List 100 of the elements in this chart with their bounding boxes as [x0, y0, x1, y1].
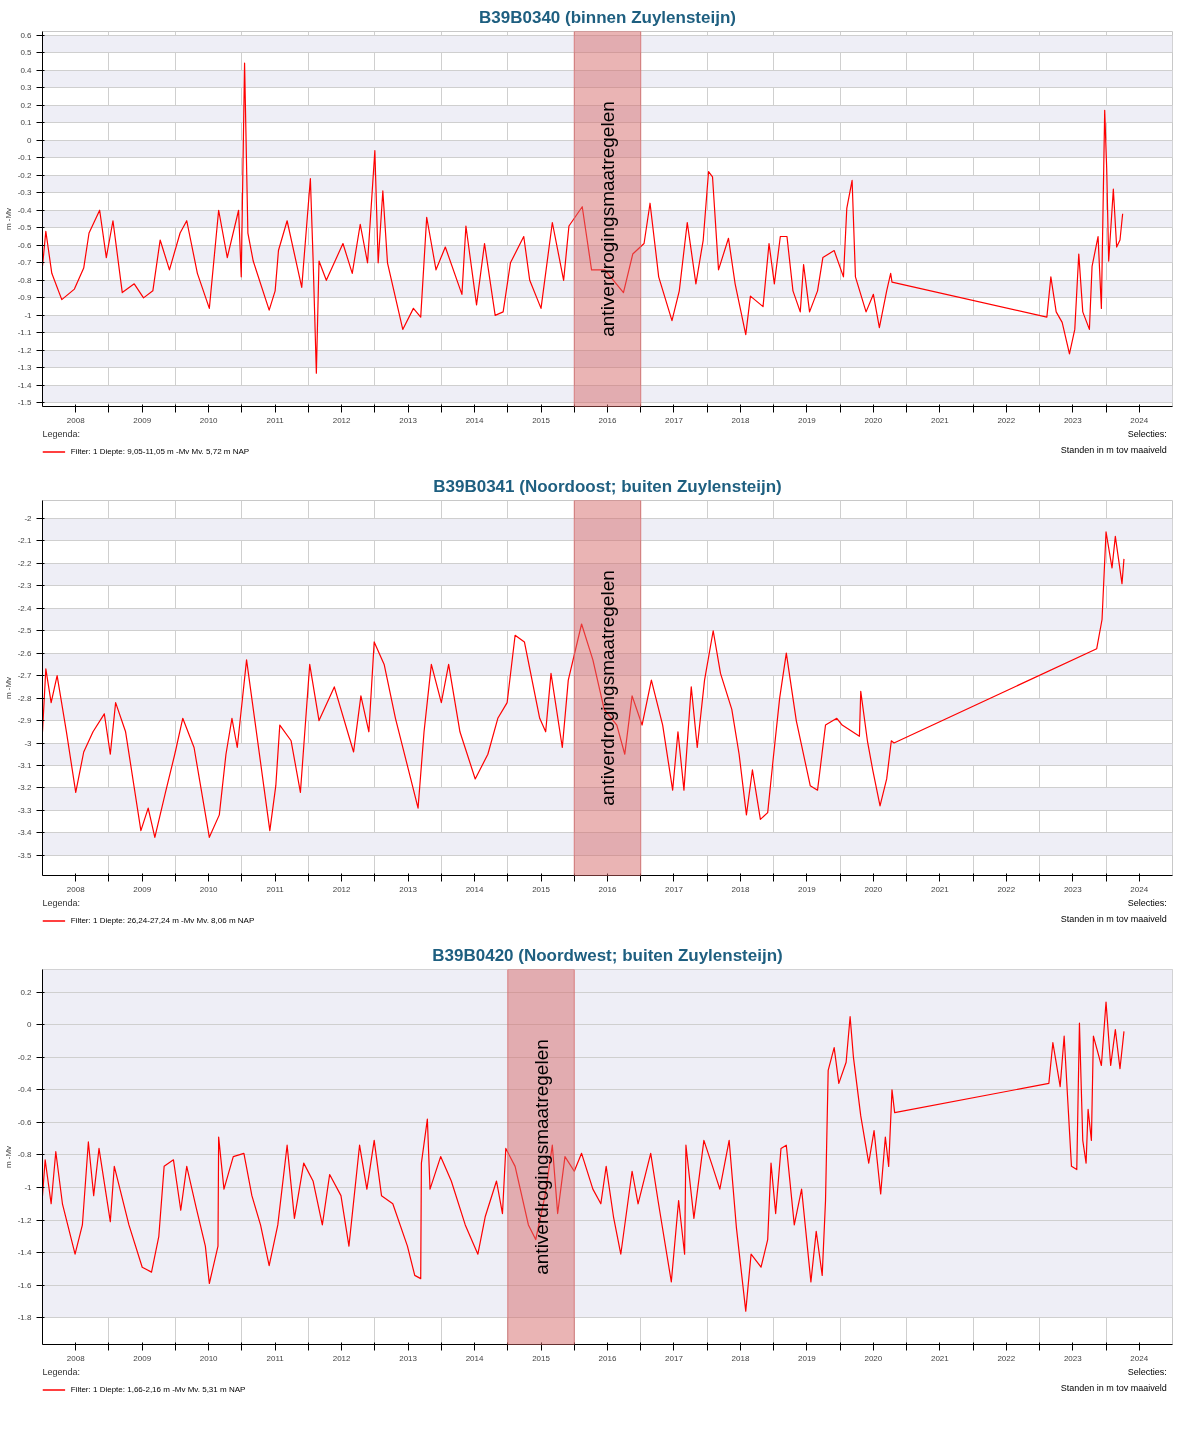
x-tick-label: 2013: [399, 415, 418, 425]
x-tick-label: 2021: [930, 884, 950, 894]
x-tick-label: 2022: [997, 1353, 1016, 1363]
x-tick-label: 2019: [798, 1353, 817, 1363]
x-tick-label: 2016: [598, 415, 617, 425]
y-tick-label: -1.4: [17, 380, 33, 390]
x-tick-label: 2011: [266, 884, 285, 894]
y-tick-label: -1.4: [17, 1248, 33, 1258]
y-tick-label: -0.5: [17, 223, 33, 233]
x-tick-label: 2012: [332, 1353, 352, 1363]
x-tick-label: 2014: [465, 884, 485, 894]
x-tick-label: 2017: [665, 415, 684, 425]
x-tick-label: 2019: [798, 884, 817, 894]
x-tick-label: 2009: [133, 415, 152, 425]
y-tick-label: -1.2: [17, 1215, 33, 1225]
legend-label: Filter: 1 Diepte: 26,24-27,24 m -Mv Mv. 8,06 m NAP: [70, 916, 255, 926]
y-tick-label: 0: [27, 135, 33, 145]
y-tick-label: -2.3: [17, 581, 33, 591]
line-series: [42, 62, 1124, 374]
x-tick-label: 2021: [930, 415, 950, 425]
x-tick-label: 2024: [1130, 1353, 1149, 1363]
legend-title: Legenda:: [42, 898, 81, 909]
y-tick-label: -1.5: [17, 398, 33, 408]
x-tick-label: 2009: [133, 1353, 152, 1363]
chart-title: B39B0341 (Noordoost; buiten Zuylensteijn): [433, 476, 782, 496]
x-tick-label: 2020: [864, 1353, 883, 1363]
y-tick-label: -3.3: [17, 805, 33, 815]
y-tick-label: -2.4: [17, 603, 33, 613]
y-tick-label: -0.1: [17, 153, 33, 163]
y-tick-label: -0.4: [17, 205, 33, 215]
y-tick-label: -3.1: [17, 760, 33, 770]
y-tick-label: -1: [24, 310, 33, 320]
y-tick-label: -2.7: [17, 671, 33, 681]
x-tick-label: 2019: [798, 415, 817, 425]
y-tick-label: 0.1: [20, 118, 33, 128]
text: Selecties:: [1127, 898, 1167, 909]
text: Standen in m tov maaiveld: [1060, 444, 1167, 455]
x-tick-label: 2022: [997, 884, 1016, 894]
x-tick-label: 2024: [1130, 415, 1149, 425]
x-tick-label: 2014: [465, 415, 485, 425]
y-tick-label: -3.4: [17, 828, 33, 838]
y-tick-label: -0.8: [17, 275, 33, 285]
y-tick-label: -0.9: [17, 293, 33, 303]
line-series: [42, 1001, 1125, 1312]
y-tick-label: -2: [24, 513, 33, 523]
chart-title: B39B0420 (Noordwest; buiten Zuylensteijn): [432, 945, 783, 965]
y-tick-label: 0.4: [20, 65, 33, 75]
y-axis-title: m -Mv: [3, 676, 13, 700]
y-tick-label: -0.3: [17, 188, 33, 198]
y-tick-label: -1.3: [17, 363, 33, 373]
text: Standen in m tov maaiveld: [1060, 1382, 1167, 1393]
text: Selecties:: [1127, 1367, 1167, 1378]
y-tick-label: -1: [24, 1183, 33, 1192]
y-tick-label: -0.6: [17, 240, 33, 250]
legend-label: Filter: 1 Diepte: 1,66-2,16 m -Mv Mv. 5,31 m NAP: [70, 1385, 246, 1395]
x-tick-label: 2018: [731, 1353, 750, 1363]
x-tick-label: 2024: [1130, 884, 1149, 894]
y-tick-label: -1.2: [17, 345, 33, 355]
y-tick-label: -2.8: [17, 693, 33, 703]
text: Selecties:: [1127, 429, 1167, 440]
line-series: [42, 531, 1125, 838]
y-tick-label: -0.2: [17, 1052, 33, 1062]
y-tick-label: -3: [24, 738, 33, 748]
y-tick-label: -2.5: [17, 626, 33, 636]
x-tick-label: 2021: [930, 1353, 950, 1363]
x-tick-label: 2016: [598, 884, 617, 894]
x-tick-label: 2011: [266, 415, 285, 425]
x-tick-label: 2011: [266, 1353, 285, 1363]
legend-label: Filter: 1 Diepte: 9,05-11,05 m -Mv Mv. 5,72 m NAP: [70, 447, 250, 457]
y-tick-label: -1.1: [17, 328, 33, 338]
text: Standen in m tov maaiveld: [1060, 913, 1167, 924]
x-tick-label: 2010: [199, 884, 219, 894]
legend-title: Legenda:: [42, 429, 81, 440]
y-tick-label: -1.8: [17, 1313, 33, 1323]
y-axis-title: m -Mv: [3, 1145, 13, 1169]
x-tick-label: 2010: [199, 415, 219, 425]
x-tick-label: 2009: [133, 884, 152, 894]
y-tick-label: 0.5: [20, 48, 33, 58]
x-tick-label: 2010: [199, 1353, 219, 1363]
x-tick-label: 2020: [864, 884, 883, 894]
y-tick-label: -3.2: [17, 783, 33, 793]
x-tick-label: 2015: [532, 1353, 551, 1363]
y-tick-label: -0.7: [17, 258, 33, 268]
y-tick-label: -3.5: [17, 850, 33, 860]
y-tick-label: -0.2: [17, 170, 33, 180]
x-tick-label: 2023: [1063, 1353, 1083, 1363]
y-tick-label: 0.3: [20, 83, 33, 93]
y-tick-label: 0.2: [20, 987, 33, 997]
x-tick-label: 2012: [332, 415, 352, 425]
x-tick-label: 2012: [332, 884, 352, 894]
y-tick-label: -0.8: [17, 1150, 33, 1160]
y-tick-label: 0.6: [20, 30, 33, 40]
x-tick-label: 2013: [399, 1353, 418, 1363]
band-label: antiverdrogingsmaatregelen: [597, 570, 618, 806]
x-tick-label: 2015: [532, 884, 551, 894]
y-tick-label: -1.6: [17, 1280, 33, 1290]
y-tick-label: 0.2: [20, 100, 33, 110]
x-tick-label: 2017: [665, 1353, 684, 1363]
legend-title: Legenda:: [42, 1367, 81, 1378]
x-tick-label: 2015: [532, 415, 551, 425]
